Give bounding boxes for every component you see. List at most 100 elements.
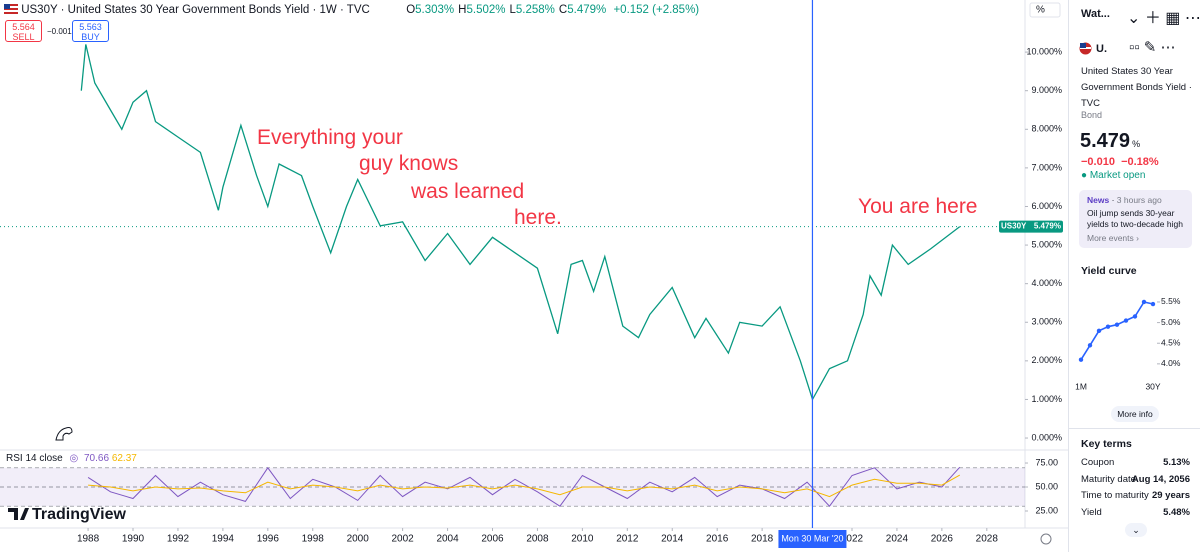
- x-tick-label: 2002: [392, 534, 415, 545]
- y-tick-label: 6.000%: [1031, 201, 1062, 211]
- x-tick-label: 2004: [436, 534, 459, 545]
- sidebar: Wat... ⌄ ＋ ▦ ⋯ U. ▫▫ ✎ ⋯ United States 3…: [1068, 0, 1200, 552]
- unit-box[interactable]: [1029, 2, 1061, 18]
- rsi-ma-value: 62.37: [111, 453, 137, 464]
- y-tick-label: 4.000%: [1031, 278, 1062, 288]
- symbol-icons[interactable]: ▫▫ ✎ ⋯: [1129, 39, 1176, 56]
- point: [1078, 357, 1084, 362]
- y-tick-label: 25.00: [1035, 505, 1058, 515]
- point: [1123, 318, 1129, 323]
- term-value: 5.48%: [1163, 506, 1190, 518]
- series-line: [87, 466, 961, 507]
- crosshair-label: Mon 30 Mar '20: [781, 533, 843, 543]
- change-pct: −0.18%: [1121, 156, 1159, 168]
- x-tick-label: 1996: [257, 534, 280, 545]
- settings-icon[interactable]: [1040, 533, 1052, 545]
- short-symbol: U.: [1096, 43, 1107, 55]
- x-tick-label: 2016: [706, 534, 729, 545]
- kind: Bond: [1081, 110, 1103, 120]
- news-time: 3 hours ago: [1116, 195, 1162, 205]
- expand-button[interactable]: ⌄: [1125, 523, 1147, 537]
- series-line: [88, 474, 961, 498]
- point: [1141, 299, 1147, 305]
- x-tick-label: 2006: [481, 534, 504, 545]
- price-unit: %: [1132, 139, 1141, 149]
- chart-area: % TradingView 0.000% 1.000% 2.000% 3.000% 4.…: [0, 0, 1068, 548]
- point: [1150, 301, 1156, 307]
- crosshair-tag: [778, 530, 847, 548]
- change: +0.152 (+2.85%): [613, 4, 700, 16]
- series-line: [1080, 301, 1154, 361]
- x-tick-label: 2018: [751, 534, 774, 545]
- logo: TradingView: [8, 506, 127, 523]
- sell-button[interactable]: 5.564 SELL: [5, 20, 42, 42]
- toolbar-icons[interactable]: ⌄ ＋ ▦ ⋯: [1127, 10, 1200, 27]
- term-label: Maturity date: [1081, 473, 1136, 485]
- x-tick-label: 2024: [886, 534, 909, 545]
- change: −0.010: [1081, 156, 1115, 168]
- symbol-name: United States 30 Year Government Bonds Y…: [1081, 66, 1192, 109]
- term-label: Coupon: [1081, 457, 1115, 468]
- name: United States 30 Year Government Bonds Y…: [1081, 66, 1187, 93]
- y-tick-label: 1.000%: [1031, 394, 1062, 404]
- ohlc-value: 5.502%: [466, 4, 506, 16]
- last-price-tag: [999, 220, 1063, 233]
- x-tick-label: 2026: [931, 534, 954, 545]
- logo-mark: [8, 508, 29, 520]
- y-tick-label: 5.5%: [1161, 296, 1181, 306]
- buy-label: BUY: [81, 32, 100, 42]
- symbol-row: US30Y · United States 30 Year Government…: [4, 4, 699, 16]
- news-box[interactable]: News · 3 hours ago Oil jump sends 30-yea…: [1079, 190, 1192, 248]
- yield-curve-chart: 5.5% 5.0% 4.5% 4.0% 1M 30Y: [1075, 296, 1181, 391]
- x-tick-label: 30Y: [1145, 381, 1160, 391]
- news-headline: Oil jump sends 30-year yields to two-dec…: [1087, 208, 1183, 229]
- term-value: 5.13%: [1163, 457, 1190, 468]
- x-tick-label: 1988: [77, 534, 100, 545]
- y-tick-label: 10.000%: [1026, 46, 1062, 56]
- sell-price: 5.564: [12, 22, 35, 32]
- daily-change: −0.010 −0.18%: [1081, 156, 1159, 168]
- x-tick-label: 2010: [571, 534, 594, 545]
- ohlc-label: L: [509, 4, 516, 16]
- x-tick-label: 2008: [526, 534, 549, 545]
- ohlc-label: O: [406, 4, 416, 16]
- y-tick-label: 0.000%: [1031, 432, 1062, 442]
- x-tick-label: 1M: [1075, 381, 1087, 391]
- annotation: guy knows: [359, 152, 459, 175]
- term-value: Aug 14, 2056: [1131, 473, 1190, 485]
- x-tick-label: 1998: [302, 534, 325, 545]
- divider: [1069, 428, 1200, 429]
- more-events[interactable]: More events ›: [1087, 233, 1139, 243]
- flag: [4, 4, 18, 14]
- price-value: 5.479: [1080, 130, 1131, 152]
- more-info-button[interactable]: More info: [1111, 406, 1159, 422]
- rsi-legend: RSI 14 close ◎ 70.66 62.37: [6, 453, 137, 464]
- y-tick-label: 8.000%: [1031, 124, 1062, 134]
- annotation: here.: [514, 206, 562, 229]
- market-status: ● Market open: [1081, 170, 1146, 181]
- y-tick-label: 4.5%: [1161, 337, 1181, 347]
- ohlc-value: 5.303%: [415, 4, 455, 16]
- annotation: You are here: [858, 195, 978, 218]
- axis-unit: %: [1036, 5, 1045, 16]
- x-tick-label: 1994: [212, 534, 235, 545]
- buy-button[interactable]: 5.563 BUY: [72, 20, 109, 42]
- symbol-title[interactable]: US30Y · United States 30 Year Government…: [21, 4, 370, 16]
- dino-icon: [55, 427, 73, 441]
- watchlist[interactable]: Wat...: [1081, 8, 1110, 20]
- news-label: News: [1087, 195, 1110, 205]
- logo-text: TradingView: [32, 506, 127, 523]
- ohlc: O5.303% H5.502% L5.258% C5.479%: [406, 4, 610, 16]
- ohlc-value: 5.479%: [567, 4, 607, 16]
- x-tick-label: 2022: [841, 534, 864, 545]
- y-tick-label: 7.000%: [1031, 162, 1062, 172]
- key-terms-title: Key terms: [1081, 438, 1132, 450]
- term-value: 29 years: [1151, 490, 1190, 501]
- rsi-value: 70.66: [84, 453, 110, 464]
- point: [1132, 314, 1138, 319]
- spread: −0.001: [47, 27, 72, 36]
- ohlc-label: C: [558, 4, 568, 16]
- buy-price: 5.563: [79, 22, 102, 32]
- annotation: was learned: [411, 180, 525, 203]
